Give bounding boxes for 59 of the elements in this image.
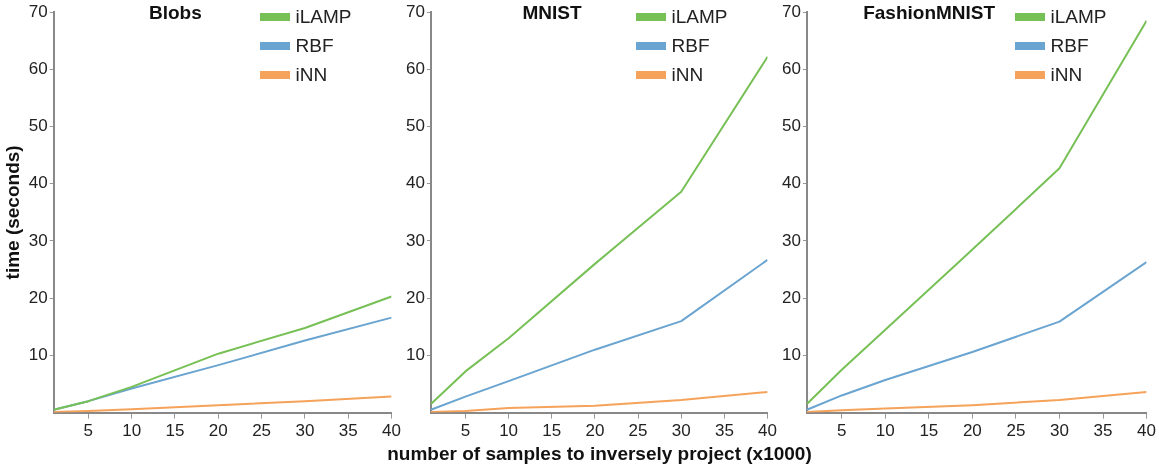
x-tick-label: 40 — [1137, 421, 1157, 441]
y-tick-label: 30 — [781, 230, 801, 250]
chart-title: MNIST — [522, 2, 582, 24]
chart-title: Blobs — [148, 2, 202, 24]
y-tick-label: 50 — [28, 116, 48, 136]
x-tick-label: 35 — [338, 421, 358, 441]
x-tick-label: 40 — [382, 421, 402, 441]
x-tick-label: 30 — [1050, 421, 1069, 441]
y-tick-label: 30 — [405, 230, 425, 250]
legend-label: iNN — [671, 63, 704, 86]
y-tick-label: 60 — [405, 59, 425, 79]
y-tick-label: 10 — [405, 345, 425, 365]
y-tick-label: 70 — [28, 1, 48, 21]
legend-label: iLAMP — [671, 5, 728, 28]
x-tick-label: 20 — [208, 421, 228, 441]
y-axis-title: time (seconds) — [1, 145, 23, 280]
legend-label: RBF — [671, 34, 710, 57]
x-tick-label: 15 — [542, 421, 562, 441]
y-tick-label: 70 — [405, 1, 425, 21]
y-tick-label: 30 — [28, 230, 48, 250]
chart-title: FashionMNIST — [863, 2, 996, 24]
x-tick-label: 10 — [122, 421, 142, 441]
y-tick-label: 20 — [28, 287, 48, 307]
x-axis-title: number of samples to inversely project (x1000) — [386, 443, 813, 465]
y-tick-label: 70 — [781, 1, 801, 21]
x-tick-label: 30 — [671, 421, 691, 441]
x-tick-label: 5 — [837, 421, 847, 441]
x-tick-label: 35 — [714, 421, 734, 441]
x-tick-label: 25 — [252, 421, 272, 441]
x-tick-label: 25 — [1006, 421, 1026, 441]
x-tick-label: 15 — [919, 421, 939, 441]
x-tick-label: 5 — [83, 421, 94, 441]
x-tick-label: 15 — [165, 421, 185, 441]
y-tick-label: 40 — [781, 173, 801, 193]
legend-label: iLAMP — [1050, 5, 1107, 28]
legend-label: RBF — [295, 34, 334, 57]
legend-label: RBF — [1050, 34, 1089, 57]
y-tick-label: 20 — [781, 287, 801, 307]
x-tick-label: 20 — [585, 421, 605, 441]
legend-label: iLAMP — [295, 5, 352, 28]
x-tick-label: 10 — [499, 421, 519, 441]
x-tick-label: 10 — [875, 421, 895, 441]
y-tick-label: 60 — [28, 59, 48, 79]
x-tick-label: 40 — [758, 421, 778, 441]
y-tick-label: 10 — [28, 345, 48, 365]
y-tick-label: 40 — [28, 173, 48, 193]
x-tick-label: 30 — [295, 421, 315, 441]
y-tick-label: 50 — [781, 116, 801, 136]
legend-label: iNN — [1050, 63, 1083, 86]
y-tick-label: 40 — [405, 173, 425, 193]
x-tick-label: 25 — [628, 421, 648, 441]
x-tick-label: 5 — [460, 421, 471, 441]
x-tick-label: 20 — [962, 421, 982, 441]
y-tick-label: 60 — [781, 59, 801, 79]
y-tick-label: 20 — [405, 287, 425, 307]
legend-label: iNN — [295, 63, 328, 86]
y-tick-label: 10 — [781, 345, 801, 365]
y-tick-label: 50 — [405, 116, 425, 136]
x-tick-label: 35 — [1093, 421, 1113, 441]
